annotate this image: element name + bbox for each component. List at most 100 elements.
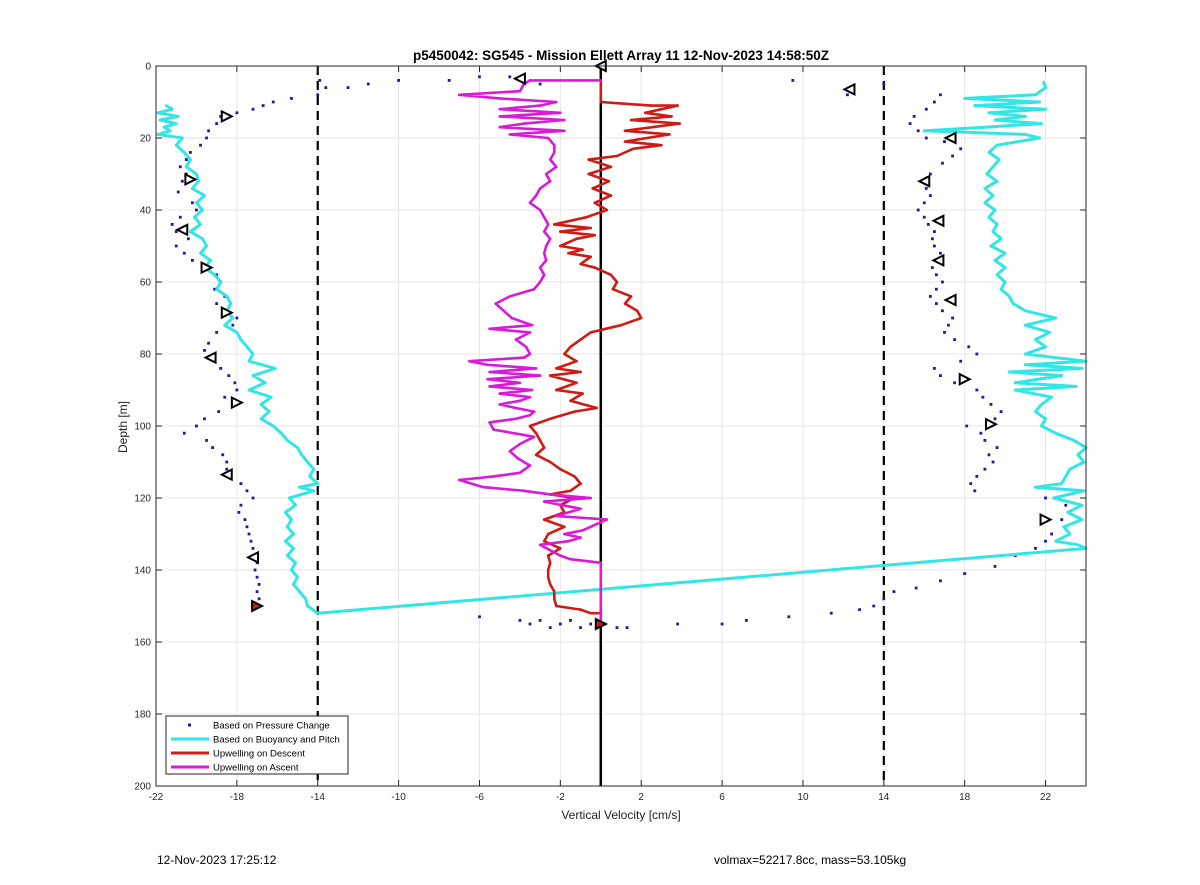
pressure-point bbox=[223, 395, 227, 399]
series-point bbox=[542, 215, 546, 219]
pressure-point bbox=[174, 244, 178, 248]
series-point bbox=[223, 323, 227, 327]
pressure-point bbox=[257, 583, 261, 586]
series-point bbox=[567, 539, 570, 543]
triangle-marker bbox=[842, 82, 856, 97]
series-point bbox=[292, 547, 295, 550]
series-point bbox=[593, 201, 597, 205]
series-point bbox=[251, 352, 255, 356]
series-point bbox=[488, 370, 491, 374]
triangle-marker bbox=[943, 131, 957, 145]
pressure-point bbox=[941, 309, 944, 313]
pressure-point bbox=[247, 532, 251, 536]
series-point bbox=[534, 194, 538, 197]
series-point bbox=[581, 392, 584, 395]
series-point bbox=[1062, 525, 1066, 529]
series-point bbox=[983, 201, 987, 205]
pressure-point bbox=[508, 75, 512, 79]
series-point bbox=[185, 165, 188, 169]
pressure-point bbox=[548, 626, 552, 629]
series-point bbox=[607, 179, 611, 183]
series-point bbox=[1044, 345, 1047, 349]
series-point bbox=[552, 143, 556, 147]
pressure-point bbox=[207, 341, 210, 345]
series-point bbox=[174, 122, 178, 125]
series-point bbox=[605, 518, 609, 521]
series-point bbox=[1068, 467, 1072, 471]
series-point bbox=[498, 403, 501, 406]
pressure-point bbox=[478, 75, 481, 79]
series-point bbox=[1024, 115, 1027, 118]
y-tick-label: 120 bbox=[134, 494, 151, 505]
legend-label: Upwelling on Ascent bbox=[213, 763, 299, 774]
pressure-point bbox=[953, 338, 956, 341]
pressure-point bbox=[205, 439, 208, 442]
series-point bbox=[987, 151, 991, 154]
pressure-point bbox=[239, 503, 243, 507]
triangle-marker bbox=[245, 550, 260, 565]
series-point bbox=[546, 554, 550, 557]
series-point bbox=[995, 179, 999, 183]
series-point bbox=[546, 532, 550, 536]
pressure-point bbox=[203, 349, 206, 352]
x-tick-label: 14 bbox=[878, 792, 890, 803]
series-based-on-pressure-change bbox=[170, 75, 1072, 629]
pressure-point bbox=[199, 143, 202, 147]
series-point bbox=[555, 604, 558, 608]
series-point bbox=[563, 532, 566, 536]
series-point bbox=[457, 478, 461, 482]
series-point bbox=[589, 255, 592, 259]
pressure-point bbox=[939, 251, 942, 255]
series-point bbox=[548, 460, 552, 464]
series-point bbox=[670, 115, 673, 118]
pressure-point bbox=[922, 215, 926, 219]
series-point bbox=[623, 302, 627, 305]
series-point bbox=[552, 151, 556, 154]
series-point bbox=[189, 158, 192, 161]
pressure-point bbox=[251, 107, 255, 111]
series-point bbox=[660, 143, 663, 147]
series-point bbox=[259, 403, 263, 406]
pressure-point bbox=[237, 511, 241, 514]
pressure-point bbox=[829, 611, 833, 615]
series-point bbox=[508, 295, 512, 298]
x-tick-label: -10 bbox=[391, 792, 406, 803]
legend-label: Upwelling on Descent bbox=[213, 749, 305, 760]
series-point bbox=[1024, 323, 1027, 327]
pressure-point bbox=[1060, 518, 1064, 521]
series-point bbox=[555, 388, 558, 392]
series-point bbox=[516, 457, 520, 460]
grid bbox=[155, 65, 1086, 787]
series-point bbox=[611, 287, 615, 291]
pressure-point bbox=[995, 446, 999, 449]
series-point bbox=[619, 323, 623, 327]
series-point bbox=[542, 500, 546, 503]
series-point bbox=[538, 266, 542, 269]
triangle-marker bbox=[175, 223, 189, 237]
series-point bbox=[599, 604, 603, 608]
series-point bbox=[1003, 280, 1007, 284]
y-tick-label: 20 bbox=[140, 134, 152, 145]
series-point bbox=[563, 118, 566, 122]
x-tick-label: 6 bbox=[719, 792, 725, 803]
series-point bbox=[983, 125, 987, 129]
pressure-point bbox=[993, 565, 997, 568]
series-point bbox=[498, 125, 501, 129]
pressure-point bbox=[916, 208, 920, 212]
series-point bbox=[544, 172, 548, 176]
series-point bbox=[569, 399, 572, 403]
series-point bbox=[229, 302, 233, 305]
series-point bbox=[492, 475, 495, 478]
pressure-point bbox=[447, 79, 451, 82]
y-tick-label: 180 bbox=[134, 710, 151, 721]
series-point bbox=[263, 381, 267, 385]
series-point bbox=[573, 410, 576, 413]
series-point bbox=[668, 133, 671, 136]
pressure-point bbox=[926, 223, 930, 226]
series-point bbox=[1050, 395, 1053, 399]
series-point bbox=[164, 104, 168, 107]
series-point bbox=[201, 237, 204, 241]
series-point bbox=[575, 237, 578, 241]
x-tick-label: 2 bbox=[638, 792, 644, 803]
pressure-point bbox=[249, 539, 253, 543]
